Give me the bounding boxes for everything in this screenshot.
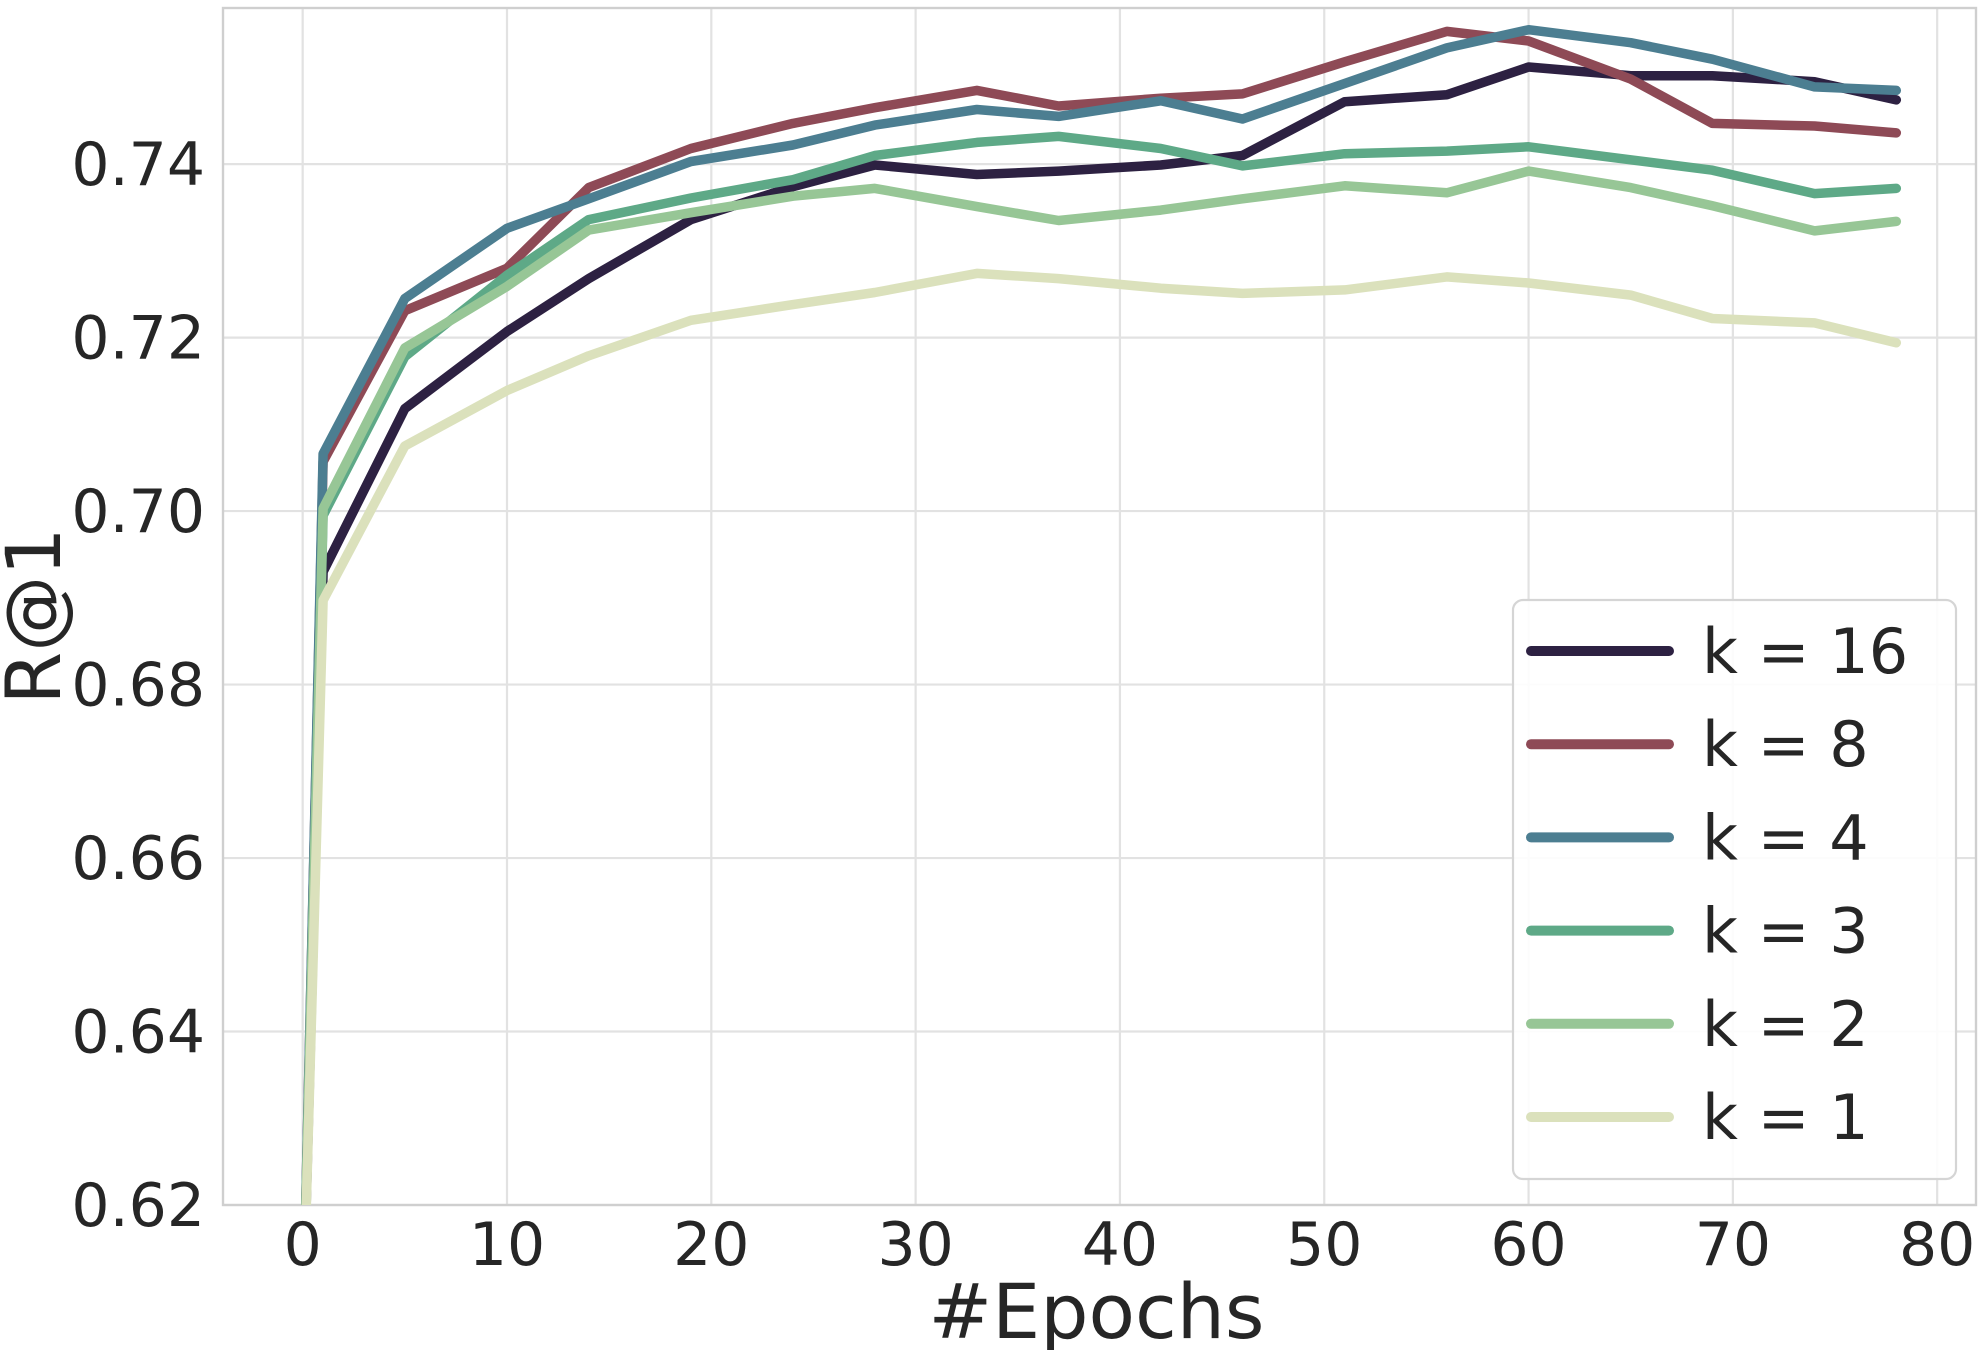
legend-item-k=16: k = 16 [1526, 615, 1908, 688]
legend-label: k = 3 [1702, 895, 1869, 968]
legend: k = 16 k = 8 k = 4 k = 3 k = 2 k = 1 [1511, 598, 1958, 1181]
legend-item-k=8: k = 8 [1526, 708, 1869, 781]
y-tick-label: 0.74 [71, 130, 205, 200]
legend-item-k=1: k = 1 [1526, 1081, 1869, 1154]
x-axis-label: #Epochs [929, 1267, 1265, 1350]
x-tick-label: 80 [1899, 1210, 1975, 1280]
x-tick-label: 30 [877, 1210, 953, 1280]
x-tick-label: 20 [673, 1210, 749, 1280]
y-tick-label: 0.62 [71, 1171, 205, 1241]
x-tick-label: 40 [1082, 1210, 1158, 1280]
x-tick-label: 60 [1490, 1210, 1566, 1280]
series-group [300, 24, 1902, 1205]
legend-label: k = 2 [1702, 988, 1869, 1061]
y-tick-label: 0.64 [71, 998, 205, 1068]
series-line-k=1 [301, 268, 1902, 1205]
legend-label: k = 1 [1702, 1081, 1869, 1154]
y-tick-labels: 0.62 0.64 0.66 0.68 0.70 0.72 0.74 [71, 130, 205, 1241]
legend-label: k = 8 [1702, 708, 1869, 781]
axes-spines [221, 6, 1978, 1207]
series-line-k=3 [301, 131, 1902, 1205]
x-tick-labels: 0 10 20 30 40 50 60 70 80 [284, 1210, 1976, 1280]
series-line-k=8 [300, 26, 1902, 1205]
legend-label: k = 16 [1702, 615, 1908, 688]
x-tick-label: 0 [284, 1210, 322, 1280]
series-line-k=4 [300, 24, 1902, 1205]
x-tick-label: 10 [469, 1210, 545, 1280]
legend-item-k=2: k = 2 [1526, 988, 1869, 1061]
legend-item-k=4: k = 4 [1526, 801, 1869, 874]
y-tick-label: 0.66 [71, 824, 205, 894]
series-line-k=2 [301, 166, 1902, 1205]
x-tick-label: 50 [1286, 1210, 1362, 1280]
y-tick-label: 0.72 [71, 304, 205, 374]
y-axis-label: R@1 [0, 527, 78, 704]
x-tick-label: 70 [1695, 1210, 1771, 1280]
legend-item-k=3: k = 3 [1526, 895, 1869, 968]
legend-label: k = 4 [1702, 801, 1869, 874]
y-tick-label: 0.68 [71, 651, 205, 721]
y-tick-label: 0.70 [71, 477, 205, 547]
